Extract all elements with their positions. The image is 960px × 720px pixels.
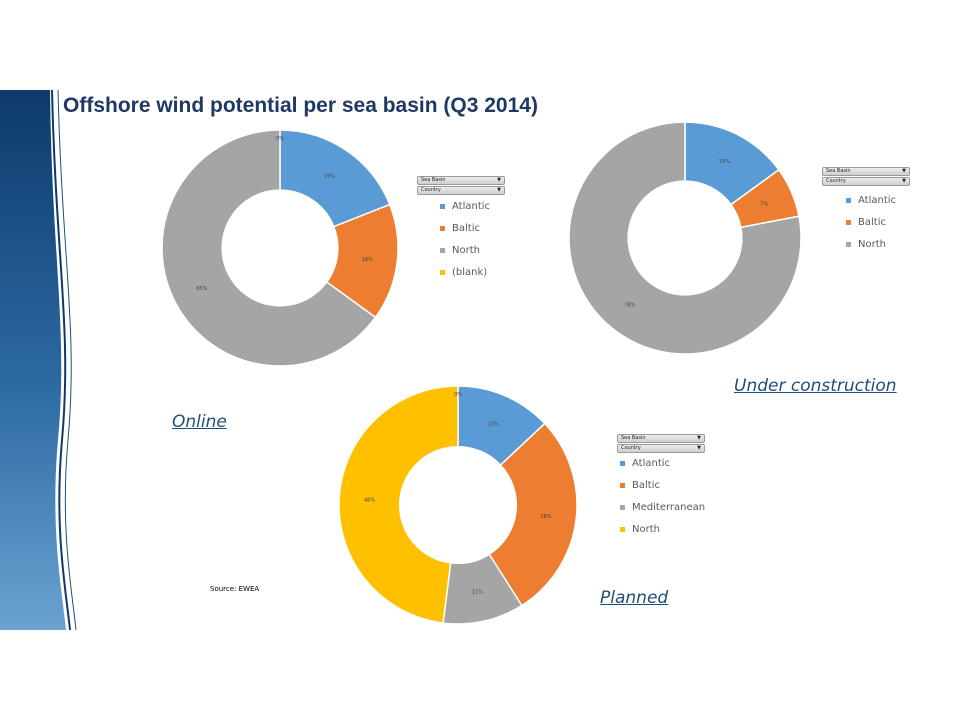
slice-label-blank: 0% [276, 136, 284, 142]
slice-label-north: 78% [624, 303, 635, 309]
legend-swatch [440, 225, 445, 231]
planned-legend: Atlantic Baltic Mediterranean North [620, 452, 705, 540]
under-construction-legend: Atlantic Baltic North [846, 189, 896, 255]
slice-north [568, 121, 802, 355]
planned-filter-box: Sea Basin ▼ Country ▼ [617, 434, 705, 454]
country-filter[interactable]: Country ▼ [617, 444, 705, 453]
legend-swatch [620, 526, 625, 532]
legend-item-mediterranean: Mediterranean [620, 496, 705, 518]
legend-label: Atlantic [858, 194, 897, 206]
legend-label: North [452, 244, 480, 256]
legend-swatch [440, 247, 445, 253]
slice-label-baltic: 16% [362, 257, 373, 263]
legend-swatch [440, 203, 445, 209]
sea-basin-filter[interactable]: Sea Basin ▼ [617, 434, 705, 443]
country-filter[interactable]: Country ▼ [417, 186, 505, 195]
planned-donut-chart: 13% 28% 11% 48% 0% [338, 385, 578, 625]
chevron-down-icon: ▼ [697, 435, 701, 441]
under-construction-caption: Under construction [734, 376, 897, 396]
chevron-down-icon: ▼ [497, 187, 501, 193]
legend-item-blank: (blank) [440, 261, 490, 283]
online-donut-chart: 19% 16% 65% 0% [161, 129, 399, 367]
legend-swatch [846, 197, 851, 203]
under-construction-donut-chart: 15% 7% 78% [568, 121, 802, 355]
legend-label: North [632, 523, 660, 535]
online-filter-box: Sea Basin ▼ Country ▼ [417, 176, 505, 196]
chevron-down-icon: ▼ [902, 178, 906, 184]
legend-label: Baltic [452, 222, 480, 234]
slice-label-baltic: 28% [540, 514, 551, 520]
legend-swatch [440, 269, 445, 275]
legend-swatch [620, 460, 625, 466]
legend-item-north: North [846, 233, 896, 255]
legend-item-atlantic: Atlantic [440, 195, 490, 217]
planned-caption: Planned [600, 588, 669, 608]
legend-item-north: North [440, 239, 490, 261]
slice-label-atlantic: 13% [488, 422, 499, 428]
online-legend: Atlantic Baltic North (blank) [440, 195, 490, 283]
slice-label-north: 48% [364, 497, 375, 503]
slice-label-mediterranean: 11% [472, 590, 483, 596]
legend-label: (blank) [452, 266, 488, 278]
under-construction-filter-box: Sea Basin ▼ Country ▼ [822, 167, 910, 187]
legend-label: Atlantic [632, 457, 671, 469]
online-caption: Online [172, 412, 227, 432]
chevron-down-icon: ▼ [697, 445, 701, 451]
legend-swatch [846, 241, 851, 247]
sea-basin-filter[interactable]: Sea Basin ▼ [822, 167, 910, 176]
country-filter[interactable]: Country ▼ [822, 177, 910, 186]
slice-north [338, 385, 459, 624]
legend-label: Atlantic [452, 200, 491, 212]
legend-item-baltic: Baltic [846, 211, 896, 233]
slice-label-atlantic: 19% [324, 173, 335, 179]
source-note: Source: EWEA [210, 585, 260, 593]
legend-item-baltic: Baltic [620, 474, 705, 496]
legend-swatch [620, 504, 625, 510]
slice-atlantic [279, 129, 391, 228]
legend-label: North [858, 238, 886, 250]
slice-label-north: 65% [196, 286, 207, 292]
slide-title: Offshore wind potential per sea basin (Q… [63, 94, 538, 117]
slice-label-blank: 0% [454, 392, 462, 398]
legend-label: Baltic [858, 216, 886, 228]
slice-baltic [488, 422, 578, 607]
chevron-down-icon: ▼ [497, 177, 501, 183]
slice-label-atlantic: 15% [719, 159, 730, 165]
legend-item-atlantic: Atlantic [620, 452, 705, 474]
sea-basin-filter[interactable]: Sea Basin ▼ [417, 176, 505, 185]
legend-swatch [846, 219, 851, 225]
legend-item-north: North [620, 518, 705, 540]
slice-label-baltic: 7% [760, 202, 768, 208]
legend-swatch [620, 482, 625, 488]
chevron-down-icon: ▼ [902, 168, 906, 174]
legend-item-baltic: Baltic [440, 217, 490, 239]
slice-north [161, 129, 377, 367]
legend-label: Baltic [632, 479, 660, 491]
legend-item-atlantic: Atlantic [846, 189, 896, 211]
legend-label: Mediterranean [632, 501, 706, 513]
